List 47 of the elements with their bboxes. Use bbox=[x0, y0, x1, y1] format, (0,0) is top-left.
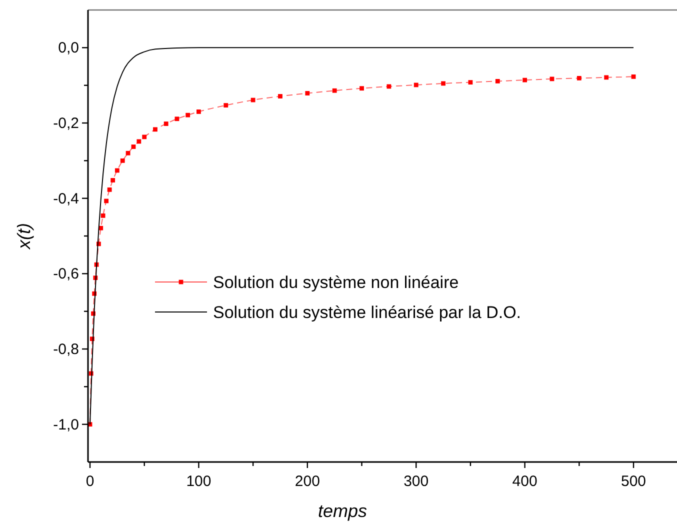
y-axis-title: x(t) bbox=[14, 223, 34, 250]
point bbox=[126, 150, 130, 156]
y-tick-label: -0,8 bbox=[53, 341, 79, 358]
x-tick-label: 0 bbox=[86, 473, 94, 490]
point bbox=[360, 86, 364, 91]
point bbox=[441, 81, 446, 86]
y-tick-label: -1,0 bbox=[53, 416, 79, 434]
point bbox=[386, 84, 392, 89]
point bbox=[104, 198, 109, 204]
point bbox=[332, 88, 337, 93]
point bbox=[196, 110, 201, 114]
point bbox=[107, 187, 112, 192]
point bbox=[468, 80, 473, 85]
point bbox=[131, 144, 136, 149]
point bbox=[550, 76, 554, 82]
point bbox=[576, 76, 582, 80]
point bbox=[114, 168, 120, 173]
point bbox=[142, 134, 147, 140]
legend-label: Solution du système non linéaire bbox=[213, 273, 459, 292]
y-tick-label: 0,0 bbox=[58, 40, 79, 57]
x-tick-label: 300 bbox=[404, 473, 429, 490]
point bbox=[250, 98, 256, 102]
point bbox=[100, 213, 106, 218]
x-tick-label: 400 bbox=[512, 473, 538, 490]
x-tick-label: 200 bbox=[294, 473, 320, 490]
point bbox=[174, 116, 180, 122]
x-tick-label: 100 bbox=[186, 473, 212, 490]
x-tick-label: 500 bbox=[621, 473, 646, 490]
point bbox=[631, 74, 636, 79]
y-tick-label: -0,2 bbox=[53, 115, 79, 132]
point bbox=[522, 78, 528, 82]
point bbox=[604, 75, 609, 80]
point bbox=[136, 139, 142, 144]
point bbox=[186, 112, 190, 118]
x-axis-title: temps bbox=[318, 501, 368, 521]
point bbox=[495, 78, 500, 84]
point bbox=[224, 103, 228, 108]
legend-label: Solution du système linéarisé par la D.O. bbox=[213, 303, 522, 322]
point bbox=[153, 127, 158, 132]
point bbox=[120, 158, 125, 163]
point bbox=[164, 122, 168, 126]
point bbox=[110, 178, 116, 182]
point bbox=[278, 94, 282, 98]
point bbox=[414, 82, 418, 88]
y-tick-label: -0,6 bbox=[53, 266, 79, 283]
y-tick-label: -0,4 bbox=[53, 190, 79, 208]
point bbox=[305, 91, 310, 96]
